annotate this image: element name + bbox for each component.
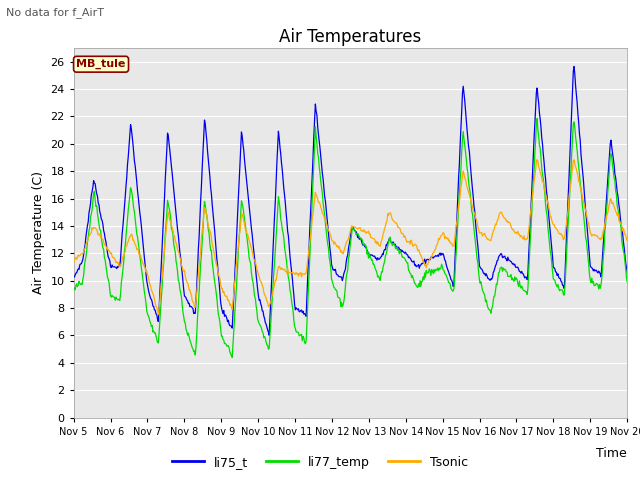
Y-axis label: Air Temperature (C): Air Temperature (C)	[32, 171, 45, 294]
Legend: li75_t, li77_temp, Tsonic: li75_t, li77_temp, Tsonic	[167, 451, 473, 474]
X-axis label: Time: Time	[596, 447, 627, 460]
Title: Air Temperatures: Air Temperatures	[279, 28, 422, 47]
Text: No data for f_AirT: No data for f_AirT	[6, 7, 104, 18]
Text: MB_tule: MB_tule	[76, 59, 125, 69]
